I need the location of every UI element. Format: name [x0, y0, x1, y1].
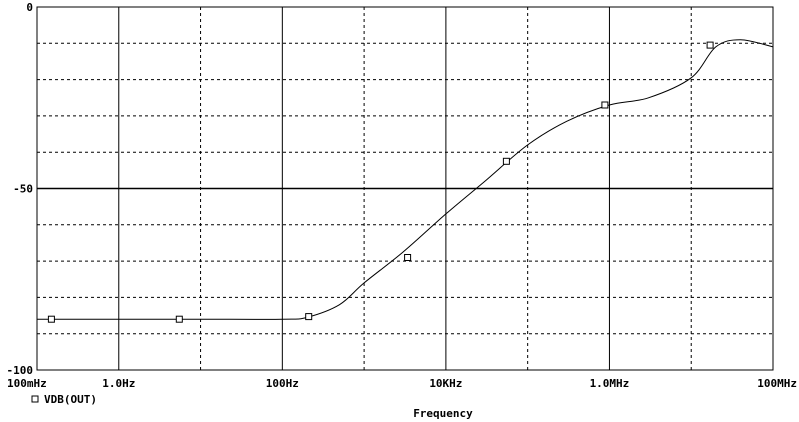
y-tick-label: -50 [13, 183, 33, 196]
x-tick-label: 10KHz [429, 377, 462, 390]
y-tick-label: -100 [7, 364, 34, 377]
grid-layer [37, 7, 773, 370]
x-axis-title: Frequency [413, 407, 473, 420]
data-point-marker [502, 157, 510, 165]
marker-layer [47, 41, 714, 323]
legend: VDB(OUT) [31, 393, 97, 406]
x-tick-label: 1.0Hz [102, 377, 135, 390]
x-tick-label: 100mHz [7, 377, 47, 390]
data-point-marker [404, 254, 412, 261]
x-tick-label: 1.0MHz [590, 377, 630, 390]
y-tick-label: 0 [26, 1, 33, 14]
legend-marker-square-icon [31, 395, 39, 403]
plot-frame [36, 6, 774, 371]
x-tick-label: 100MHz [757, 377, 797, 390]
legend-label: VDB(OUT) [44, 393, 97, 406]
data-point-marker [175, 315, 183, 323]
data-point-marker [47, 315, 55, 323]
data-point-marker [706, 41, 714, 49]
data-point-marker [601, 101, 609, 109]
curve-layer [36, 39, 774, 320]
series-line-vdb-out [36, 39, 774, 320]
data-point-marker [305, 313, 313, 321]
x-tick-label: 100Hz [266, 377, 299, 390]
